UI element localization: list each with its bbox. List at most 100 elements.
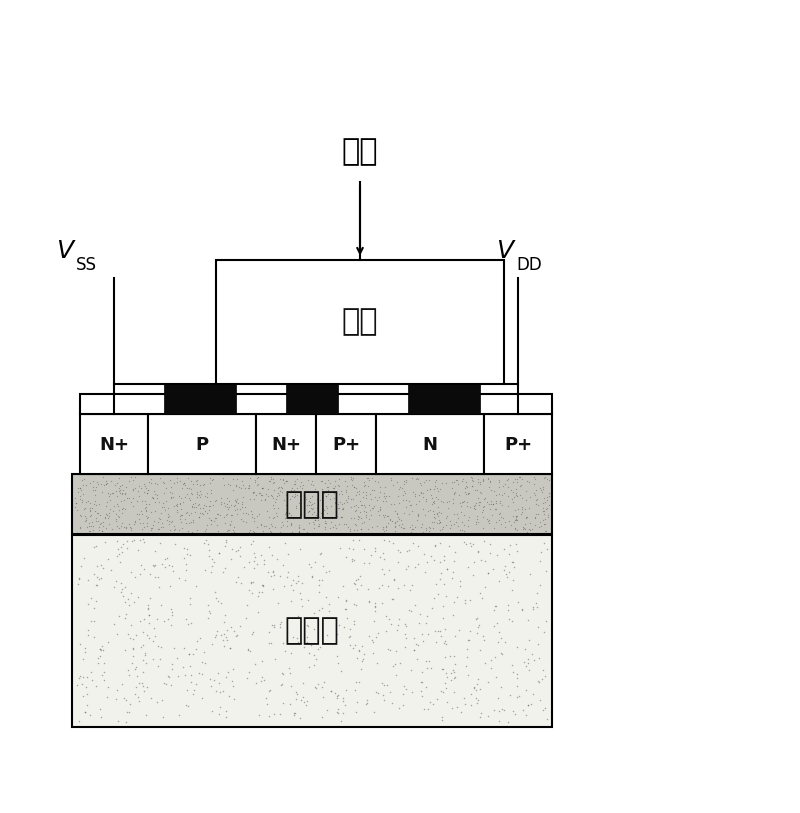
Point	[468, 681, 481, 694]
Point	[458, 508, 470, 521]
Text: P: P	[195, 436, 209, 454]
Point	[502, 514, 515, 527]
Point	[180, 613, 193, 626]
Point	[406, 472, 418, 485]
Point	[262, 521, 275, 534]
Point	[348, 553, 361, 566]
Point	[117, 502, 130, 515]
Point	[453, 624, 466, 637]
Point	[307, 497, 320, 510]
Point	[274, 708, 286, 721]
Point	[170, 499, 183, 512]
Point	[507, 515, 520, 528]
Point	[458, 536, 470, 549]
Point	[118, 502, 131, 515]
Point	[79, 496, 92, 509]
Point	[374, 480, 386, 493]
Point	[511, 672, 524, 685]
Bar	[286, 384, 338, 415]
Point	[323, 521, 336, 534]
Point	[304, 491, 317, 504]
Point	[351, 510, 364, 523]
Point	[98, 666, 110, 679]
Point	[419, 654, 432, 667]
Point	[539, 471, 552, 484]
Point	[380, 610, 393, 623]
Point	[537, 502, 550, 515]
Point	[534, 554, 546, 567]
Point	[341, 496, 354, 509]
Point	[118, 596, 131, 609]
Point	[536, 672, 549, 685]
Point	[148, 559, 161, 572]
Point	[120, 534, 133, 547]
Point	[243, 525, 256, 538]
Point	[122, 706, 135, 719]
Point	[529, 512, 542, 525]
Point	[246, 576, 259, 589]
Point	[481, 495, 494, 508]
Point	[198, 504, 211, 517]
Point	[392, 581, 405, 594]
Point	[251, 589, 264, 602]
Point	[427, 698, 440, 711]
Point	[117, 589, 130, 602]
Point	[313, 578, 326, 591]
Point	[487, 704, 500, 717]
Point	[431, 508, 444, 521]
Point	[531, 637, 544, 650]
Point	[168, 476, 181, 489]
Point	[537, 504, 550, 517]
Point	[495, 647, 508, 660]
Point	[247, 524, 260, 537]
Point	[121, 706, 134, 719]
Point	[509, 514, 522, 527]
Point	[94, 572, 107, 585]
Point	[237, 506, 250, 520]
Point	[498, 704, 510, 717]
Point	[521, 511, 534, 524]
Point	[95, 644, 108, 657]
Point	[135, 559, 148, 572]
Point	[465, 687, 478, 700]
Point	[288, 706, 301, 720]
Point	[322, 564, 335, 577]
Point	[338, 517, 350, 530]
Point	[332, 518, 345, 531]
Point	[137, 533, 150, 546]
Point	[350, 695, 363, 708]
Point	[434, 515, 447, 528]
Point	[341, 480, 354, 493]
Point	[515, 492, 528, 505]
Point	[279, 536, 292, 549]
Point	[334, 665, 347, 678]
Point	[398, 680, 410, 693]
Point	[417, 490, 430, 503]
Point	[362, 471, 374, 484]
Point	[163, 670, 176, 683]
Point	[175, 521, 188, 534]
Point	[405, 525, 418, 538]
Point	[102, 490, 115, 503]
Point	[154, 598, 167, 611]
Point	[447, 487, 460, 500]
Point	[539, 524, 552, 537]
Point	[163, 514, 176, 527]
Point	[254, 487, 266, 500]
Point	[492, 480, 505, 493]
Point	[199, 499, 212, 512]
Point	[334, 495, 346, 508]
Point	[134, 482, 147, 495]
Point	[493, 487, 506, 500]
Point	[85, 592, 98, 605]
Point	[241, 672, 254, 685]
Point	[484, 497, 497, 510]
Point	[362, 582, 374, 595]
Point	[77, 488, 90, 501]
Point	[381, 678, 394, 691]
Point	[490, 549, 503, 562]
Point	[462, 486, 474, 499]
Point	[249, 473, 262, 486]
Point	[222, 689, 235, 702]
Point	[331, 590, 344, 603]
